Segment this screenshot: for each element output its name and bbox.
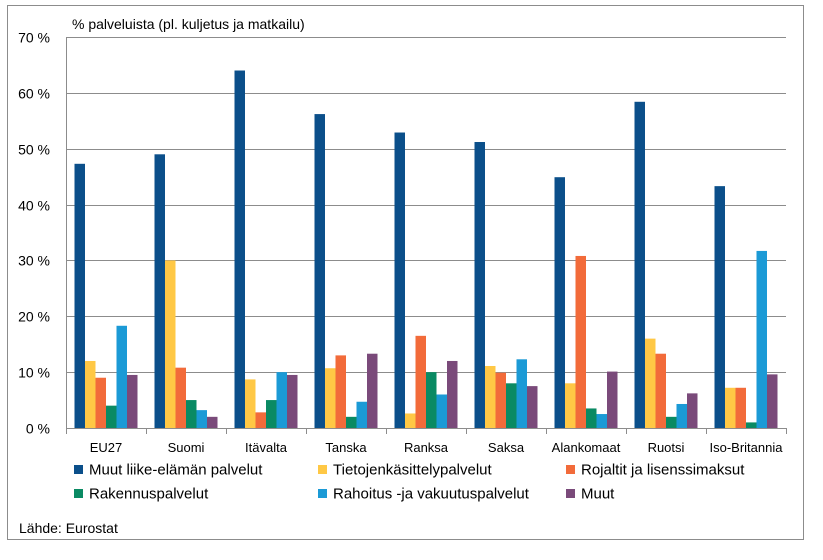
bar — [474, 142, 485, 428]
y-tick-label: 0 % — [26, 421, 50, 437]
legend: Muut liike-elämän palvelut Tietojenkäsitt… — [74, 462, 745, 503]
y-axis-label: % palveluista (pl. kuljetus ja matkailu) — [72, 16, 305, 32]
bar — [634, 101, 645, 428]
bar — [767, 374, 778, 428]
x-tick-label: Alankomaat — [552, 440, 621, 455]
legend-swatch — [74, 465, 83, 474]
bar — [85, 360, 96, 428]
bar — [405, 413, 416, 428]
legend-label: Muut — [581, 486, 615, 503]
axes: 0 % 10 % 20 % 30 % 40 % 50 % 60 % 70 % EU27 Suomi… — [18, 30, 787, 455]
legend-swatch — [74, 489, 83, 498]
bar — [495, 372, 506, 428]
bar — [116, 325, 127, 428]
x-tick-label: Suomi — [168, 440, 205, 455]
bar — [426, 372, 437, 428]
bar — [746, 422, 757, 428]
bar — [725, 387, 736, 428]
x-tick-label: Ranksa — [404, 440, 449, 455]
bar — [106, 405, 117, 428]
bar — [436, 394, 447, 428]
bar — [394, 132, 405, 428]
bar — [314, 114, 325, 428]
bar — [676, 403, 687, 428]
bar — [596, 414, 607, 428]
bar — [245, 379, 256, 428]
x-tick-label: EU27 — [90, 440, 123, 455]
y-tick-label: 30 % — [18, 253, 50, 269]
legend-swatch — [566, 489, 575, 498]
legend-swatch — [318, 489, 327, 498]
x-tick-label: Ruotsi — [648, 440, 685, 455]
bar — [266, 400, 277, 428]
y-tick-label: 50 % — [18, 142, 50, 158]
bar — [74, 163, 85, 429]
bar — [645, 338, 656, 428]
bar — [756, 250, 767, 428]
y-tick-label: 60 % — [18, 86, 50, 102]
y-tick-label: 70 % — [18, 30, 50, 46]
bar — [127, 374, 138, 428]
legend-swatch — [566, 465, 575, 474]
bar — [714, 186, 725, 428]
bar — [165, 260, 176, 428]
source-note: Lähde: Eurostat — [19, 520, 118, 536]
bar — [356, 401, 367, 428]
bar — [516, 359, 527, 428]
x-tick-label: Itävalta — [245, 440, 288, 455]
bar — [367, 353, 378, 428]
bar — [565, 383, 576, 428]
bar — [586, 408, 597, 428]
bar — [207, 416, 218, 428]
chart-frame — [7, 5, 804, 540]
bar — [346, 416, 357, 428]
bar — [554, 177, 565, 428]
y-tick-label: 20 % — [18, 309, 50, 325]
bar — [255, 412, 266, 428]
bar — [666, 416, 677, 428]
x-tick-label: Saksa — [488, 440, 525, 455]
bar — [415, 335, 426, 428]
legend-label: Rakennuspalvelut — [89, 486, 209, 503]
bar — [527, 386, 538, 428]
x-tick-label: Tanska — [325, 440, 367, 455]
y-tick-label: 10 % — [18, 365, 50, 381]
bar — [196, 410, 207, 428]
bar — [234, 70, 245, 428]
bar — [687, 393, 698, 428]
bar — [506, 383, 517, 428]
legend-label: Tietojenkäsittelypalvelut — [333, 462, 493, 479]
bar — [276, 372, 287, 428]
bars — [74, 70, 778, 429]
bar — [735, 387, 746, 428]
bar — [175, 367, 186, 428]
y-tick-label: 40 % — [18, 198, 50, 214]
bar — [655, 353, 666, 428]
bar — [607, 371, 618, 428]
bar — [95, 377, 106, 428]
bar — [335, 355, 346, 428]
bar — [447, 360, 458, 428]
bar — [186, 400, 197, 428]
legend-swatch — [318, 465, 327, 474]
legend-label: Rahoitus -ja vakuutuspalvelut — [333, 486, 530, 503]
legend-label: Muut liike-elämän palvelut — [89, 462, 263, 479]
bar — [325, 368, 336, 428]
bar — [154, 154, 165, 429]
bar — [485, 366, 496, 428]
bar — [287, 374, 298, 428]
bar — [575, 255, 586, 428]
x-tick-label: Iso-Britannia — [710, 440, 784, 455]
legend-label: Rojaltit ja lisenssimaksut — [581, 462, 745, 479]
